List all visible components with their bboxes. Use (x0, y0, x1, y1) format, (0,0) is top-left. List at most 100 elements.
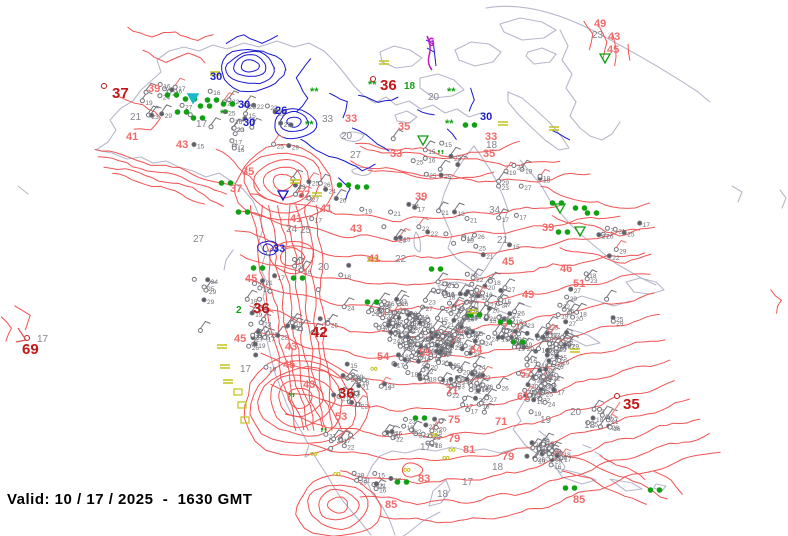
svg-text:29: 29 (372, 311, 380, 318)
svg-text:19: 19 (435, 336, 443, 343)
svg-text:27: 27 (350, 150, 362, 161)
svg-text:16: 16 (536, 447, 544, 454)
svg-text:51: 51 (573, 278, 585, 290)
svg-text:25: 25 (300, 225, 312, 236)
svg-text:25: 25 (416, 160, 424, 167)
svg-text:18: 18 (546, 336, 554, 343)
svg-text:29: 29 (542, 446, 550, 453)
svg-text:25: 25 (278, 111, 286, 118)
svg-text:20: 20 (570, 407, 582, 418)
svg-text:22: 22 (513, 313, 521, 320)
svg-text:29: 29 (356, 374, 364, 381)
svg-text:26: 26 (464, 326, 472, 333)
svg-text:21: 21 (445, 381, 453, 388)
svg-text:17: 17 (278, 275, 286, 282)
svg-text:21: 21 (462, 326, 470, 333)
svg-text:15: 15 (504, 299, 512, 306)
svg-text:24: 24 (485, 341, 493, 348)
svg-text:29: 29 (165, 113, 173, 120)
svg-text:15: 15 (355, 402, 363, 409)
svg-text:23: 23 (264, 322, 272, 329)
svg-text:21: 21 (426, 433, 434, 440)
svg-text:17: 17 (469, 301, 477, 308)
svg-text:25: 25 (616, 317, 624, 324)
svg-text:29: 29 (559, 347, 567, 354)
svg-text:∞: ∞ (448, 444, 456, 456)
svg-text:21: 21 (618, 228, 626, 235)
svg-text:85: 85 (573, 494, 585, 506)
svg-text:17: 17 (298, 259, 306, 266)
svg-text:,,: ,, (288, 383, 295, 398)
svg-text:20: 20 (351, 377, 359, 384)
svg-text:36: 36 (380, 77, 397, 94)
svg-text:21: 21 (258, 283, 266, 290)
svg-text:20: 20 (467, 238, 475, 245)
svg-text:17: 17 (471, 409, 479, 416)
temperature-labels: 39 41 43 37 37 41 33 33 35 39 41 41 43 33 35 39 45 46 49 51… (15, 18, 640, 511)
svg-text:25: 25 (453, 363, 461, 370)
svg-text:23: 23 (483, 375, 491, 382)
svg-text:**: ** (447, 86, 456, 98)
svg-text:26: 26 (395, 431, 403, 438)
svg-text:37: 37 (112, 85, 129, 102)
svg-text:27: 27 (457, 308, 465, 315)
svg-text:16: 16 (428, 157, 436, 164)
svg-text:20: 20 (390, 310, 398, 317)
svg-text:21: 21 (473, 352, 481, 359)
svg-text:46: 46 (560, 263, 572, 275)
svg-text:22: 22 (426, 369, 434, 376)
svg-text:23: 23 (456, 366, 464, 373)
svg-text:25: 25 (331, 322, 339, 329)
svg-text:17: 17 (315, 218, 323, 225)
svg-text:26: 26 (492, 308, 500, 315)
svg-text:30: 30 (210, 71, 222, 83)
svg-text:30: 30 (243, 117, 255, 129)
svg-text:29: 29 (441, 290, 449, 297)
svg-text:19: 19 (429, 350, 437, 357)
svg-text:25: 25 (528, 389, 536, 396)
svg-text:17: 17 (383, 301, 391, 308)
svg-text:24: 24 (347, 306, 355, 313)
svg-text:17: 17 (268, 336, 276, 343)
svg-text:30: 30 (238, 99, 250, 111)
svg-text:27: 27 (256, 337, 264, 344)
svg-text:27: 27 (546, 443, 554, 450)
svg-text:25: 25 (471, 315, 479, 322)
svg-text:27: 27 (504, 302, 512, 309)
svg-text:17: 17 (237, 145, 245, 152)
svg-text:36: 36 (338, 385, 355, 402)
svg-text:17: 17 (420, 442, 432, 453)
svg-text:17: 17 (397, 363, 405, 370)
svg-text:23: 23 (597, 408, 605, 415)
svg-text:19: 19 (250, 298, 258, 305)
svg-text:23: 23 (237, 127, 245, 134)
svg-text:19: 19 (547, 441, 555, 448)
svg-text:29: 29 (385, 309, 393, 316)
svg-text:25: 25 (560, 355, 568, 362)
svg-text:25: 25 (460, 377, 468, 384)
svg-text:17: 17 (462, 477, 474, 488)
svg-text:22: 22 (414, 429, 422, 436)
svg-text:18: 18 (393, 323, 401, 330)
svg-text:19: 19 (430, 350, 438, 357)
svg-text:**: ** (445, 118, 454, 130)
svg-text:17: 17 (396, 320, 404, 327)
svg-text:16: 16 (421, 343, 429, 350)
svg-text:25: 25 (415, 323, 423, 330)
svg-text:25: 25 (207, 286, 215, 293)
svg-text:71: 71 (495, 416, 507, 428)
svg-text:25: 25 (401, 331, 409, 338)
svg-text:25: 25 (409, 339, 417, 346)
svg-text:26: 26 (556, 364, 564, 371)
svg-text:43: 43 (350, 223, 362, 235)
svg-text:22: 22 (553, 335, 561, 342)
svg-text:18: 18 (362, 380, 370, 387)
svg-text:16: 16 (379, 488, 387, 495)
svg-text:18: 18 (517, 324, 525, 331)
svg-text:20: 20 (434, 331, 442, 338)
svg-text:22: 22 (474, 389, 482, 396)
valid-time: Valid: 10 / 17 / 2025 - 1630 GMT (7, 491, 253, 508)
svg-text:20: 20 (560, 455, 568, 462)
svg-text:15: 15 (377, 484, 385, 491)
